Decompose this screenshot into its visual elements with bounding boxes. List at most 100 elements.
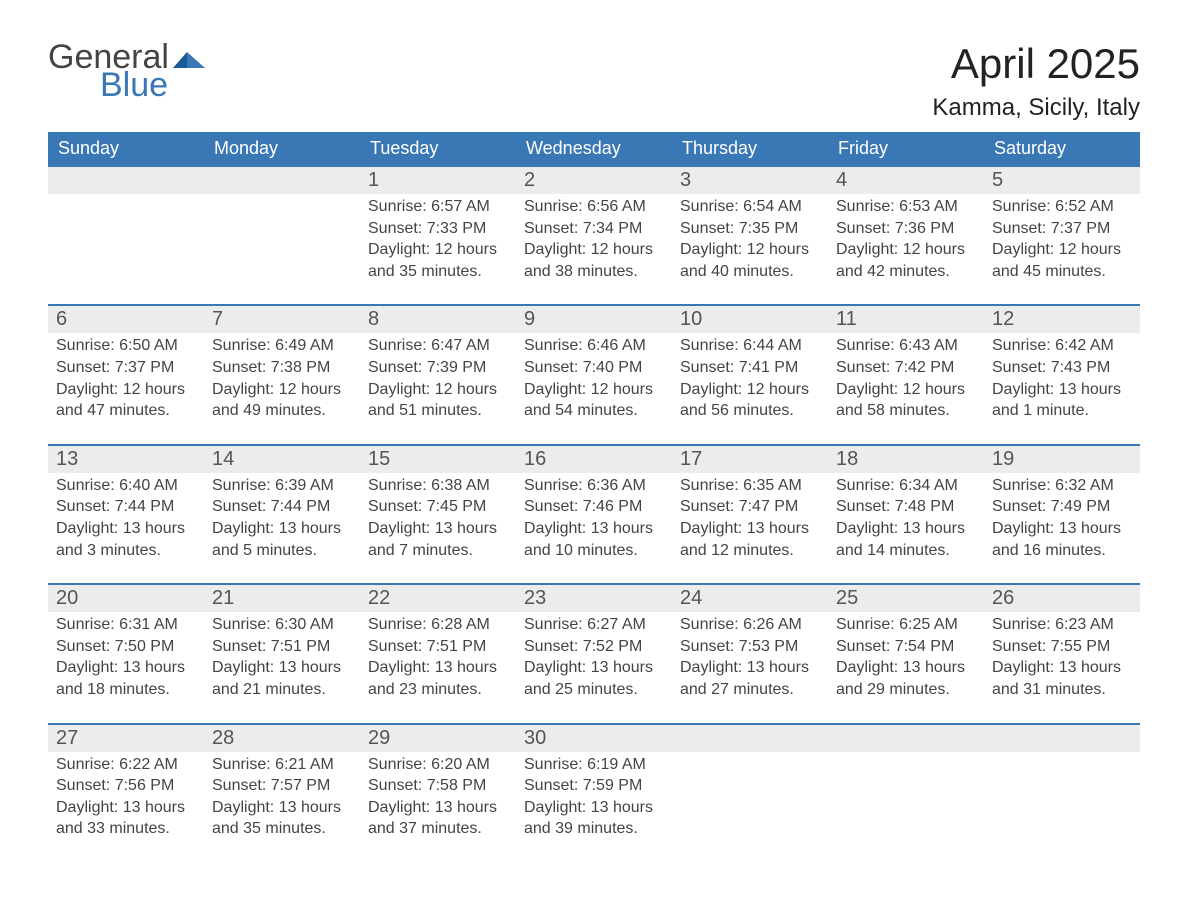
day-number: 20	[56, 587, 196, 610]
day-number: 30	[524, 727, 664, 750]
day-dl1: Daylight: 13 hours	[368, 797, 508, 819]
day-dl2: and 1 minute.	[992, 400, 1132, 422]
day-sunset: Sunset: 7:53 PM	[680, 636, 820, 658]
day-number: 2	[524, 169, 664, 192]
day-number: 15	[368, 448, 508, 471]
day-number-cell: 20	[48, 584, 204, 612]
month-title: April 2025	[932, 40, 1140, 88]
day-number-cell: 9	[516, 305, 672, 333]
day-dl2: and 27 minutes.	[680, 679, 820, 701]
day-details: Sunrise: 6:19 AMSunset: 7:59 PMDaylight:…	[524, 752, 664, 840]
day-data-cell: Sunrise: 6:26 AMSunset: 7:53 PMDaylight:…	[672, 612, 828, 723]
day-data-cell: Sunrise: 6:25 AMSunset: 7:54 PMDaylight:…	[828, 612, 984, 723]
day-details: Sunrise: 6:26 AMSunset: 7:53 PMDaylight:…	[680, 612, 820, 700]
day-dl2: and 49 minutes.	[212, 400, 352, 422]
day-data-cell: Sunrise: 6:39 AMSunset: 7:44 PMDaylight:…	[204, 473, 360, 584]
day-number-cell: 3	[672, 166, 828, 194]
day-sunset: Sunset: 7:50 PM	[56, 636, 196, 658]
day-details: Sunrise: 6:34 AMSunset: 7:48 PMDaylight:…	[836, 473, 976, 561]
day-sunrise: Sunrise: 6:56 AM	[524, 196, 664, 218]
day-number: 28	[212, 727, 352, 750]
day-dl2: and 39 minutes.	[524, 818, 664, 840]
day-number-cell: 11	[828, 305, 984, 333]
day-dl1: Daylight: 13 hours	[368, 657, 508, 679]
day-details: Sunrise: 6:56 AMSunset: 7:34 PMDaylight:…	[524, 194, 664, 282]
day-number: 7	[212, 308, 352, 331]
day-details: Sunrise: 6:46 AMSunset: 7:40 PMDaylight:…	[524, 333, 664, 421]
day-number-cell: 24	[672, 584, 828, 612]
day-data-cell: Sunrise: 6:53 AMSunset: 7:36 PMDaylight:…	[828, 194, 984, 305]
day-data-cell: Sunrise: 6:47 AMSunset: 7:39 PMDaylight:…	[360, 333, 516, 444]
day-dl1: Daylight: 12 hours	[992, 239, 1132, 261]
day-sunset: Sunset: 7:55 PM	[992, 636, 1132, 658]
day-details: Sunrise: 6:27 AMSunset: 7:52 PMDaylight:…	[524, 612, 664, 700]
day-number: 8	[368, 308, 508, 331]
day-sunset: Sunset: 7:56 PM	[56, 775, 196, 797]
day-sunrise: Sunrise: 6:52 AM	[992, 196, 1132, 218]
day-details: Sunrise: 6:22 AMSunset: 7:56 PMDaylight:…	[56, 752, 196, 840]
day-details: Sunrise: 6:35 AMSunset: 7:47 PMDaylight:…	[680, 473, 820, 561]
day-number-cell: 2	[516, 166, 672, 194]
dayhdr-sun: Sunday	[48, 132, 204, 166]
day-sunrise: Sunrise: 6:57 AM	[368, 196, 508, 218]
day-number-cell: 1	[360, 166, 516, 194]
day-details: Sunrise: 6:38 AMSunset: 7:45 PMDaylight:…	[368, 473, 508, 561]
day-details: Sunrise: 6:50 AMSunset: 7:37 PMDaylight:…	[56, 333, 196, 421]
day-number: 9	[524, 308, 664, 331]
day-data-cell: Sunrise: 6:31 AMSunset: 7:50 PMDaylight:…	[48, 612, 204, 723]
day-dl1: Daylight: 13 hours	[524, 518, 664, 540]
week-data-row: Sunrise: 6:22 AMSunset: 7:56 PMDaylight:…	[48, 752, 1140, 862]
day-data-cell: Sunrise: 6:35 AMSunset: 7:47 PMDaylight:…	[672, 473, 828, 584]
day-sunrise: Sunrise: 6:23 AM	[992, 614, 1132, 636]
day-details: Sunrise: 6:28 AMSunset: 7:51 PMDaylight:…	[368, 612, 508, 700]
day-sunrise: Sunrise: 6:36 AM	[524, 475, 664, 497]
day-number-cell: 30	[516, 724, 672, 752]
day-number: 4	[836, 169, 976, 192]
day-number: 3	[680, 169, 820, 192]
day-number-cell: 26	[984, 584, 1140, 612]
day-number: 26	[992, 587, 1132, 610]
day-number: 22	[368, 587, 508, 610]
day-data-cell: Sunrise: 6:57 AMSunset: 7:33 PMDaylight:…	[360, 194, 516, 305]
day-number-cell: 10	[672, 305, 828, 333]
day-sunrise: Sunrise: 6:25 AM	[836, 614, 976, 636]
day-details: Sunrise: 6:40 AMSunset: 7:44 PMDaylight:…	[56, 473, 196, 561]
day-number-cell: 23	[516, 584, 672, 612]
day-sunrise: Sunrise: 6:28 AM	[368, 614, 508, 636]
day-dl1: Daylight: 12 hours	[368, 379, 508, 401]
day-sunrise: Sunrise: 6:32 AM	[992, 475, 1132, 497]
day-dl1: Daylight: 13 hours	[524, 797, 664, 819]
day-details: Sunrise: 6:30 AMSunset: 7:51 PMDaylight:…	[212, 612, 352, 700]
day-number-cell: 25	[828, 584, 984, 612]
day-number: 24	[680, 587, 820, 610]
day-details: Sunrise: 6:42 AMSunset: 7:43 PMDaylight:…	[992, 333, 1132, 421]
day-sunrise: Sunrise: 6:42 AM	[992, 335, 1132, 357]
week-number-row: 20212223242526	[48, 584, 1140, 612]
day-sunset: Sunset: 7:44 PM	[212, 496, 352, 518]
day-number: 23	[524, 587, 664, 610]
day-sunset: Sunset: 7:38 PM	[212, 357, 352, 379]
day-details: Sunrise: 6:39 AMSunset: 7:44 PMDaylight:…	[212, 473, 352, 561]
day-sunset: Sunset: 7:33 PM	[368, 218, 508, 240]
day-sunrise: Sunrise: 6:31 AM	[56, 614, 196, 636]
day-dl1: Daylight: 12 hours	[368, 239, 508, 261]
day-sunrise: Sunrise: 6:21 AM	[212, 754, 352, 776]
day-sunset: Sunset: 7:35 PM	[680, 218, 820, 240]
day-sunrise: Sunrise: 6:40 AM	[56, 475, 196, 497]
day-sunset: Sunset: 7:37 PM	[56, 357, 196, 379]
day-sunset: Sunset: 7:40 PM	[524, 357, 664, 379]
day-number-cell: 7	[204, 305, 360, 333]
calendar-table: Sunday Monday Tuesday Wednesday Thursday…	[48, 132, 1140, 862]
day-data-cell: Sunrise: 6:38 AMSunset: 7:45 PMDaylight:…	[360, 473, 516, 584]
day-dl1: Daylight: 12 hours	[836, 239, 976, 261]
day-dl2: and 58 minutes.	[836, 400, 976, 422]
day-number: 17	[680, 448, 820, 471]
day-number: 10	[680, 308, 820, 331]
day-dl2: and 14 minutes.	[836, 540, 976, 562]
day-data-cell: Sunrise: 6:22 AMSunset: 7:56 PMDaylight:…	[48, 752, 204, 862]
day-sunrise: Sunrise: 6:44 AM	[680, 335, 820, 357]
day-dl2: and 33 minutes.	[56, 818, 196, 840]
day-sunset: Sunset: 7:37 PM	[992, 218, 1132, 240]
day-number: 16	[524, 448, 664, 471]
logo-text-blue: Blue	[100, 68, 207, 102]
